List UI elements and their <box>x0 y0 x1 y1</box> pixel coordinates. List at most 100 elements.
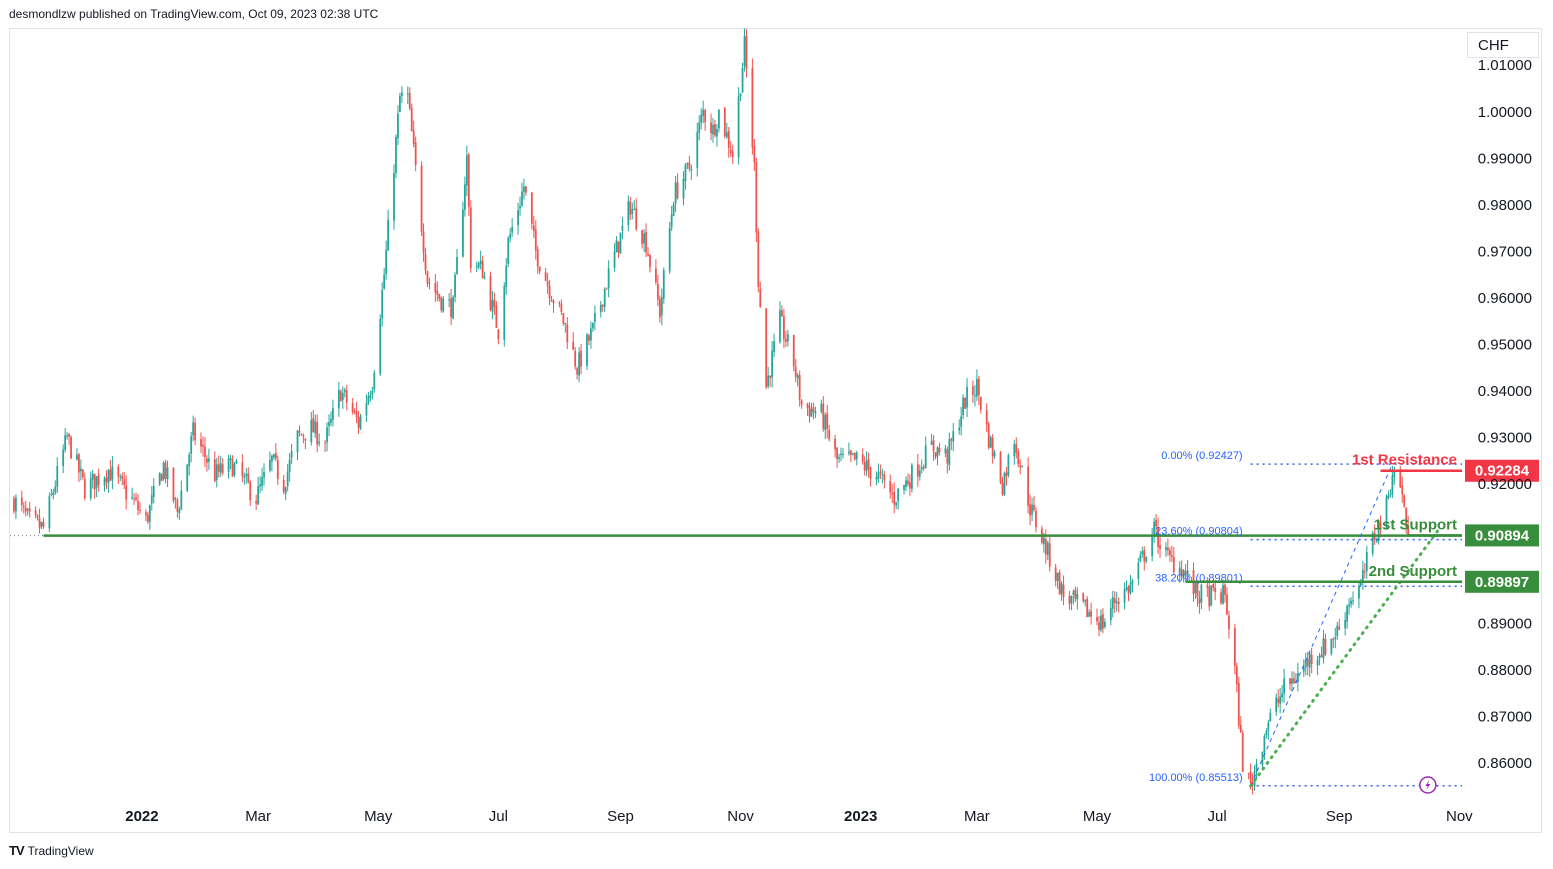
candle-body <box>603 288 606 307</box>
candle-body <box>564 323 567 325</box>
candle-body <box>180 490 183 510</box>
candle-body <box>410 107 413 132</box>
candle-body <box>400 92 403 96</box>
brand-name: TradingView <box>27 843 94 858</box>
candle-body <box>586 334 588 367</box>
candle-body <box>591 322 594 329</box>
candle-body <box>269 460 271 471</box>
candle-body <box>1334 637 1337 640</box>
candle-body <box>450 298 453 318</box>
candle-body <box>243 475 246 478</box>
candle-body <box>493 299 496 307</box>
candle-body <box>517 210 519 226</box>
candle-body <box>434 283 437 293</box>
candle-body <box>1117 602 1120 605</box>
candle-body <box>383 274 386 289</box>
candle-body <box>271 455 273 462</box>
candle-body <box>312 418 315 433</box>
candle-body <box>54 486 57 493</box>
candle-body <box>960 416 963 427</box>
candle-body <box>897 488 900 501</box>
candle-body <box>428 282 431 284</box>
candle-body <box>56 466 59 487</box>
candle-body <box>36 515 39 518</box>
candle-body <box>977 378 980 396</box>
candle-body <box>217 464 220 472</box>
candle-body <box>930 441 933 445</box>
candle-body <box>463 184 466 210</box>
candle-body <box>442 298 445 312</box>
support-price-tag-label: 0.90894 <box>1475 527 1530 544</box>
candle-body <box>481 260 484 279</box>
candle-body <box>475 266 478 268</box>
candle-body <box>379 318 382 374</box>
candle-body <box>1371 532 1374 554</box>
candle-body <box>999 451 1002 484</box>
candle-body <box>469 207 472 269</box>
candle-body <box>263 472 265 478</box>
candle-body <box>202 445 204 447</box>
candle-body <box>739 93 742 97</box>
candle-body <box>1143 550 1146 562</box>
candle-body <box>599 304 602 313</box>
candle-body <box>176 499 179 512</box>
candle-body <box>227 458 230 472</box>
candle-body <box>1277 698 1280 703</box>
candle-body <box>879 471 882 474</box>
price-tick-label: 0.98000 <box>1478 197 1532 214</box>
price-tick-label: 0.97000 <box>1478 243 1532 260</box>
candle-body <box>119 476 122 478</box>
candle-body <box>359 415 362 429</box>
candle-body <box>1393 471 1396 477</box>
candle-body <box>631 209 634 215</box>
candle-body <box>1289 678 1291 685</box>
candle-body <box>1109 607 1112 621</box>
candle-body <box>1350 600 1352 605</box>
candle-body <box>15 497 17 512</box>
candle-body <box>633 209 636 211</box>
candle-body <box>1042 537 1045 544</box>
candle-body <box>530 192 533 224</box>
candle-body <box>505 265 508 287</box>
currency-label[interactable]: CHF <box>1467 32 1539 58</box>
candle-body <box>48 496 51 529</box>
candle-body <box>1027 466 1029 506</box>
candle-body <box>629 201 632 215</box>
candle-body <box>771 350 773 378</box>
candle-body <box>1068 596 1071 605</box>
candle-body <box>330 418 332 423</box>
candle-body <box>355 411 358 418</box>
candle-body <box>93 473 96 490</box>
candle-body <box>649 254 651 267</box>
candle-body <box>1046 542 1049 556</box>
candle-body <box>316 422 319 445</box>
candle-body <box>341 392 344 401</box>
time-tick-label: Jul <box>1208 808 1227 825</box>
candle-body <box>509 234 512 239</box>
candle-body <box>107 470 110 484</box>
candle-body <box>672 204 675 216</box>
candle-body <box>62 449 65 467</box>
candle-body <box>1293 678 1295 684</box>
candle-body <box>296 430 299 453</box>
candle-body <box>1403 495 1406 507</box>
candle-body <box>412 130 415 145</box>
candle-body <box>767 375 770 387</box>
candle-body <box>952 431 955 442</box>
candle-body <box>83 478 86 499</box>
candle-body <box>796 375 799 379</box>
candle-body <box>558 302 561 304</box>
candle-body <box>28 508 31 512</box>
price-axis: 1.01000 1.00000 0.99000 0.98000 0.97000 0.960… <box>1478 57 1532 772</box>
candle-body <box>206 458 208 463</box>
candle-body <box>670 214 673 228</box>
candle-body <box>806 403 809 408</box>
candle-body <box>1281 693 1284 698</box>
candle-body <box>1316 659 1319 666</box>
chart-frame[interactable] <box>9 28 1542 833</box>
candle-body <box>842 454 844 456</box>
candle-body <box>343 389 346 392</box>
candle-body <box>1226 594 1228 615</box>
candle-body <box>991 437 994 457</box>
